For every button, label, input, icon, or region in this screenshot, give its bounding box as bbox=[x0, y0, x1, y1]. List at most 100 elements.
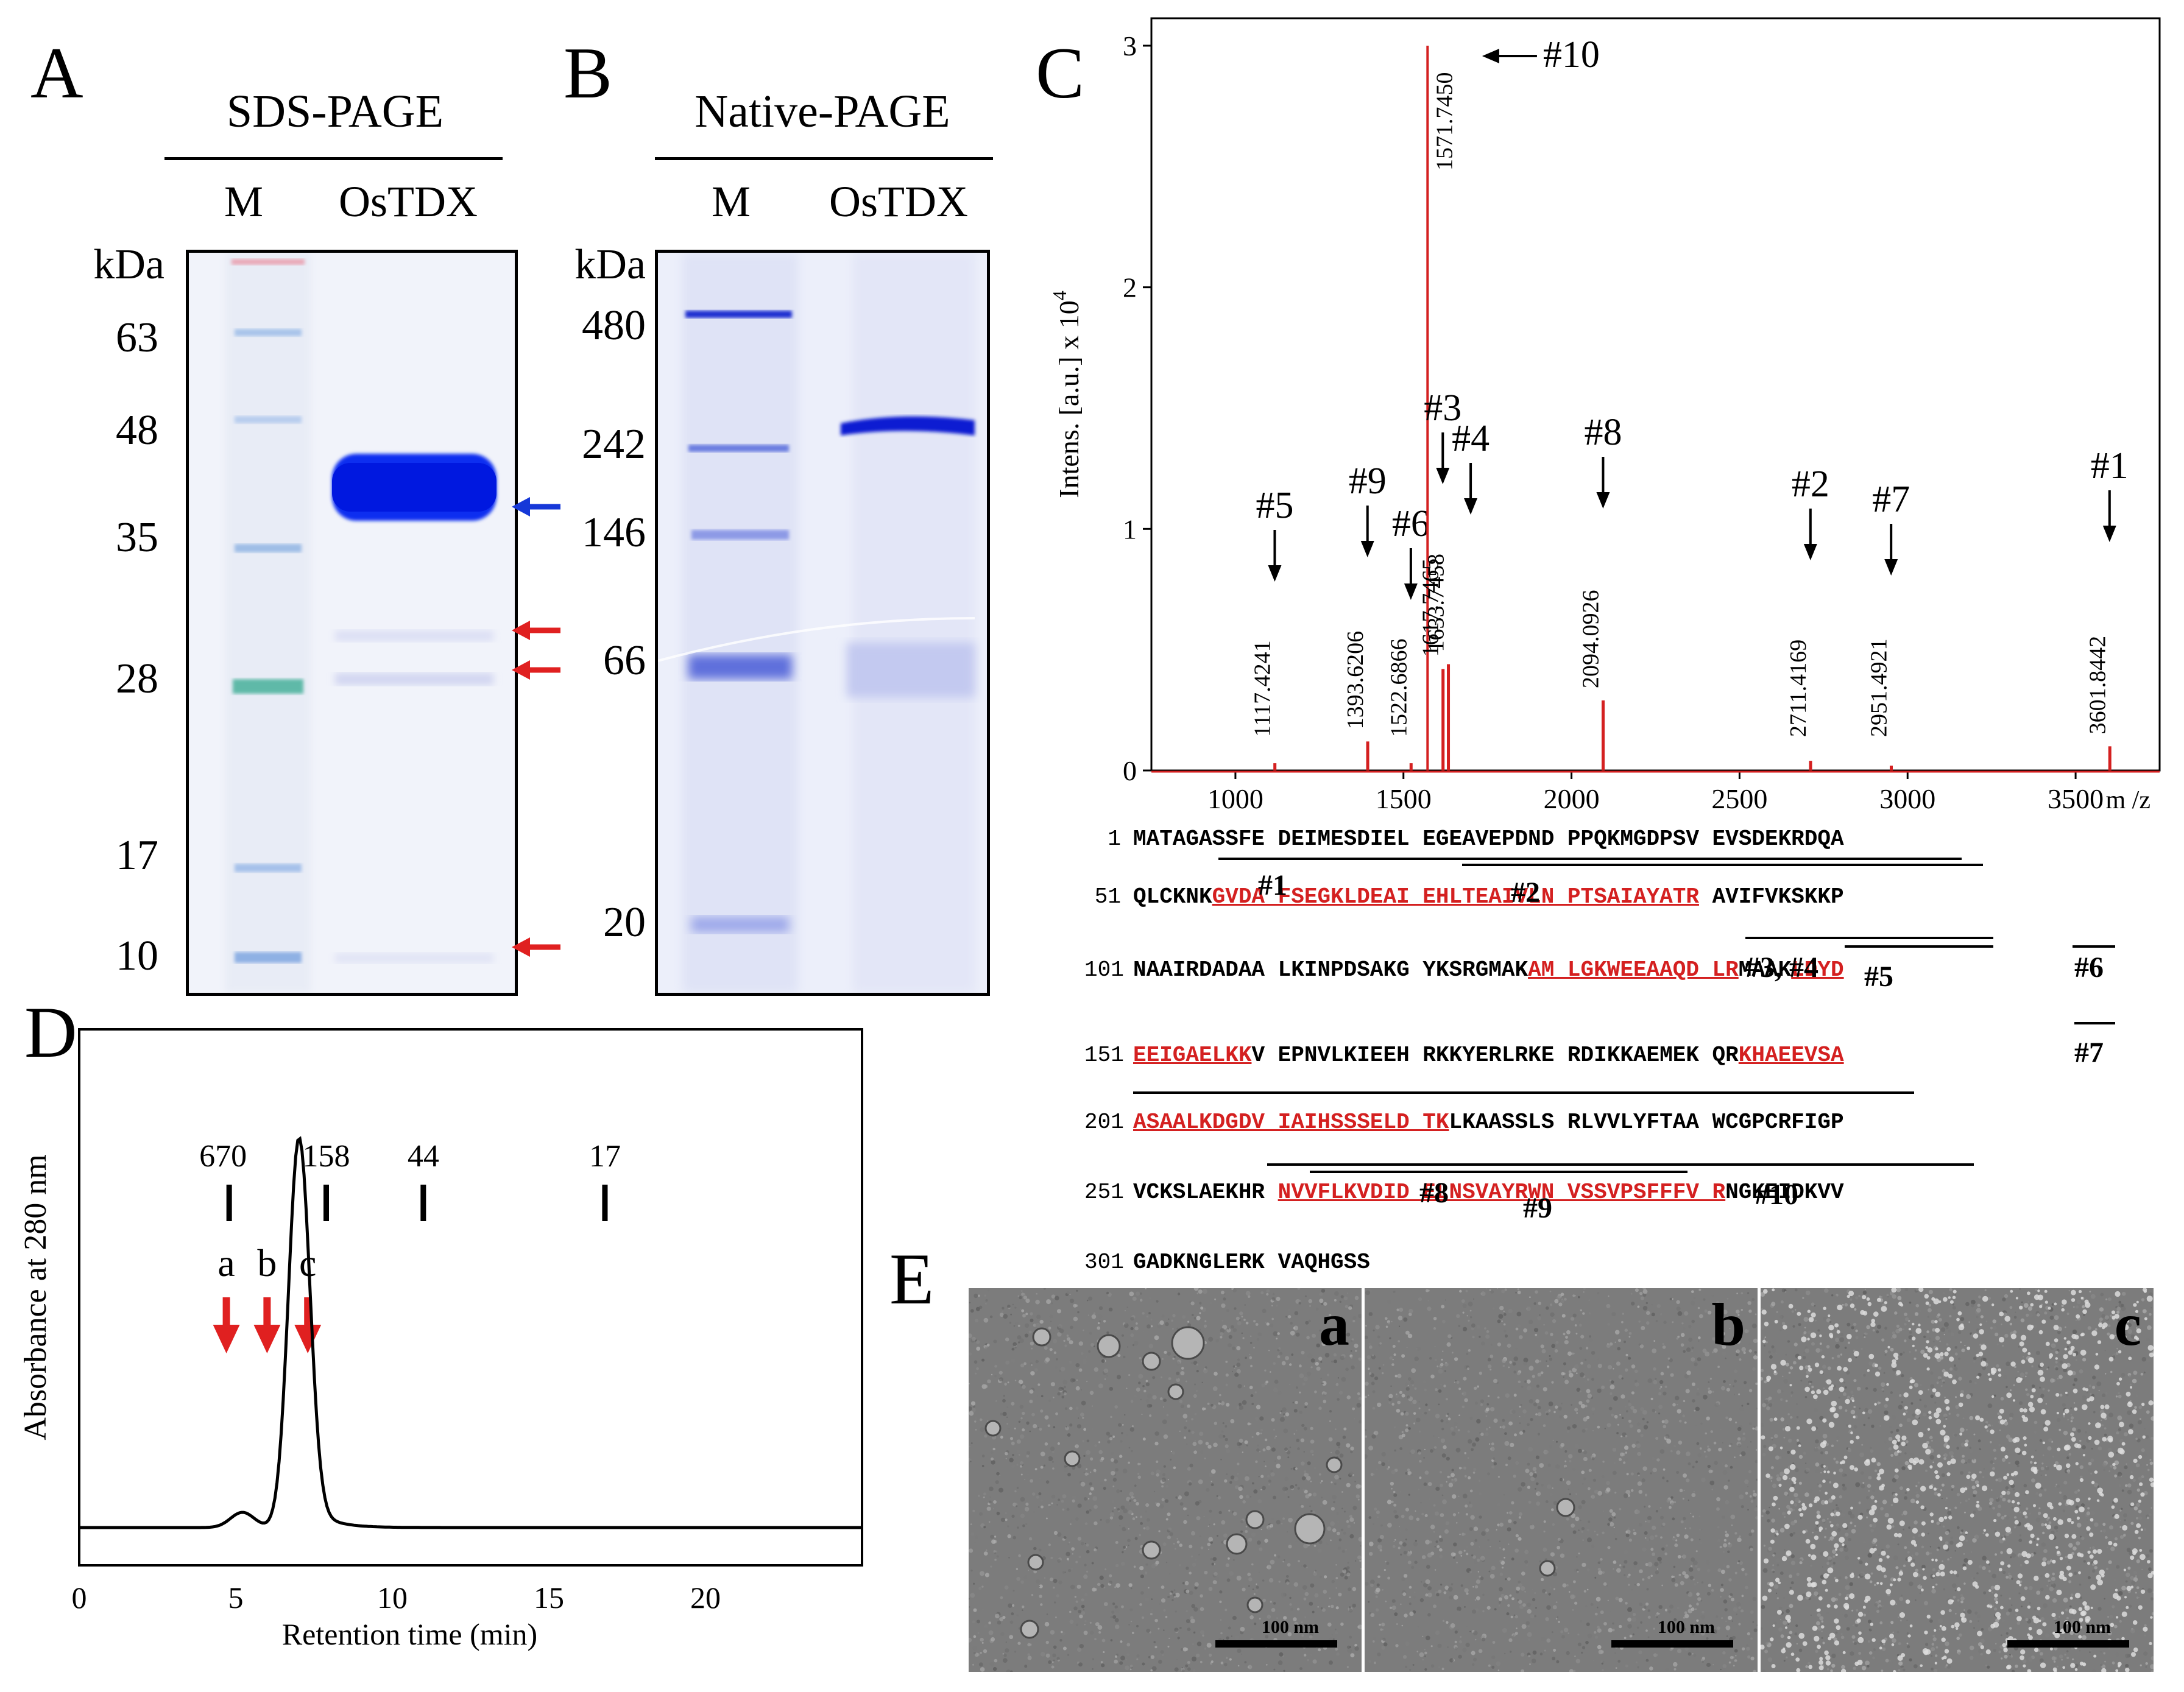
tem-grain bbox=[2149, 1288, 2153, 1291]
tem-grain bbox=[1365, 1454, 1368, 1459]
tem-grain bbox=[1122, 1334, 1124, 1337]
tem-grain bbox=[1199, 1431, 1204, 1436]
tem-grain bbox=[1139, 1566, 1144, 1571]
tem-grain bbox=[1310, 1654, 1313, 1657]
tem-grain bbox=[2082, 1445, 2086, 1450]
tem-grain bbox=[1293, 1409, 1298, 1413]
tem-grain bbox=[1006, 1406, 1009, 1409]
tem-grain bbox=[1158, 1530, 1161, 1532]
tem-aggregate bbox=[1294, 1513, 1326, 1545]
tem-grain bbox=[1413, 1595, 1416, 1599]
peptide-underline bbox=[1845, 945, 1993, 948]
tem-grain bbox=[1297, 1487, 1300, 1490]
tem-grain bbox=[1129, 1492, 1134, 1496]
tem-grain bbox=[1018, 1454, 1020, 1456]
tem-grain bbox=[1336, 1531, 1340, 1535]
tem-grain bbox=[2018, 1555, 2022, 1559]
tem-grain bbox=[1002, 1311, 1003, 1313]
sds-lane-ostdx: OsTDX bbox=[339, 177, 478, 226]
tem-grain bbox=[1673, 1565, 1676, 1568]
tem-grain bbox=[1331, 1634, 1334, 1635]
tem-grain bbox=[1995, 1498, 2000, 1502]
tem-grain bbox=[1646, 1588, 1649, 1591]
tem-grain bbox=[1460, 1588, 1462, 1590]
tem-grain bbox=[1196, 1370, 1199, 1373]
tem-grain bbox=[1597, 1490, 1602, 1496]
tem-grain bbox=[1687, 1652, 1692, 1656]
tem-grain bbox=[1954, 1550, 1956, 1552]
tem-grain bbox=[1556, 1295, 1561, 1300]
tem-grain bbox=[1454, 1640, 1457, 1643]
tem-grain bbox=[1519, 1422, 1521, 1424]
tem-grain bbox=[1140, 1521, 1143, 1525]
tem-grain bbox=[1833, 1637, 1837, 1641]
tem-grain bbox=[2100, 1292, 2104, 1297]
tem-grain bbox=[1393, 1493, 1398, 1497]
tem-grain bbox=[1627, 1624, 1632, 1629]
tem-grain bbox=[1320, 1482, 1322, 1484]
tem-grain bbox=[1335, 1587, 1338, 1589]
tem-grain bbox=[1064, 1465, 1067, 1468]
tem-grain bbox=[2048, 1438, 2052, 1442]
tem-grain bbox=[1440, 1484, 1443, 1487]
tem-grain bbox=[1586, 1528, 1590, 1532]
tem-grain bbox=[1267, 1615, 1271, 1619]
tem-grain bbox=[1209, 1509, 1212, 1513]
tem-grain bbox=[1731, 1620, 1733, 1622]
peptide-underline bbox=[1267, 1163, 1666, 1166]
tem-grain bbox=[1993, 1649, 1996, 1652]
tem-grain bbox=[1524, 1590, 1526, 1593]
tem-grain bbox=[1968, 1471, 1971, 1474]
tem-grain bbox=[1119, 1525, 1121, 1527]
tem-grain bbox=[1486, 1606, 1491, 1610]
tem-grain bbox=[1260, 1475, 1264, 1478]
tem-grain bbox=[1519, 1335, 1523, 1339]
tem-grain bbox=[1002, 1653, 1005, 1655]
tem-grain bbox=[1020, 1290, 1023, 1292]
tem-grain bbox=[1980, 1652, 1983, 1656]
tem-grain bbox=[1050, 1446, 1055, 1451]
peak-mz-label: 1617.7465 bbox=[1418, 559, 1444, 657]
tem-grain bbox=[1458, 1414, 1460, 1416]
tem-grain bbox=[1435, 1414, 1440, 1419]
tem-grain bbox=[1896, 1288, 1901, 1292]
tem-grain bbox=[991, 1539, 996, 1544]
tem-grain bbox=[1906, 1632, 1909, 1635]
tem-grain bbox=[1371, 1381, 1375, 1386]
tem-grain bbox=[1924, 1601, 1928, 1606]
tem-grain bbox=[2068, 1543, 2073, 1548]
tem-grain bbox=[1247, 1422, 1251, 1426]
tem-grain bbox=[1427, 1306, 1432, 1311]
tem-grain bbox=[2009, 1322, 2013, 1326]
tem-grain bbox=[1218, 1434, 1223, 1439]
tem-grain bbox=[1093, 1312, 1096, 1314]
peptide-label: #2 bbox=[1511, 876, 1540, 909]
tem-grain bbox=[1403, 1574, 1408, 1578]
tem-grain bbox=[1028, 1570, 1030, 1571]
tem-grain bbox=[1270, 1324, 1274, 1328]
tem-grain bbox=[1312, 1492, 1317, 1496]
tem-grain bbox=[1161, 1585, 1165, 1589]
tem-grain bbox=[2108, 1470, 2111, 1472]
tem-grain bbox=[1769, 1417, 1773, 1422]
tem-grain bbox=[1473, 1526, 1479, 1531]
tem-grain bbox=[1516, 1586, 1521, 1591]
tem-grain bbox=[2150, 1416, 2154, 1421]
tem-grain bbox=[1451, 1431, 1456, 1436]
tem-grain bbox=[1057, 1532, 1062, 1537]
tem-grain bbox=[1418, 1297, 1422, 1302]
tem-grain bbox=[2022, 1516, 2024, 1518]
tem-grain bbox=[1624, 1445, 1629, 1450]
tem-grain bbox=[2043, 1340, 2046, 1342]
tem-grain bbox=[1968, 1321, 1970, 1324]
tem-grain bbox=[1915, 1552, 1919, 1556]
tem-grain bbox=[1537, 1412, 1542, 1417]
tem-grain bbox=[1737, 1437, 1741, 1441]
tem-grain bbox=[1331, 1360, 1334, 1363]
tem-grain bbox=[1172, 1599, 1174, 1601]
tem-grain bbox=[1226, 1578, 1231, 1582]
tem-grain bbox=[2004, 1421, 2009, 1426]
tem-grain bbox=[983, 1317, 989, 1323]
tem-grain bbox=[1023, 1293, 1026, 1295]
tem-grain bbox=[1537, 1406, 1541, 1409]
